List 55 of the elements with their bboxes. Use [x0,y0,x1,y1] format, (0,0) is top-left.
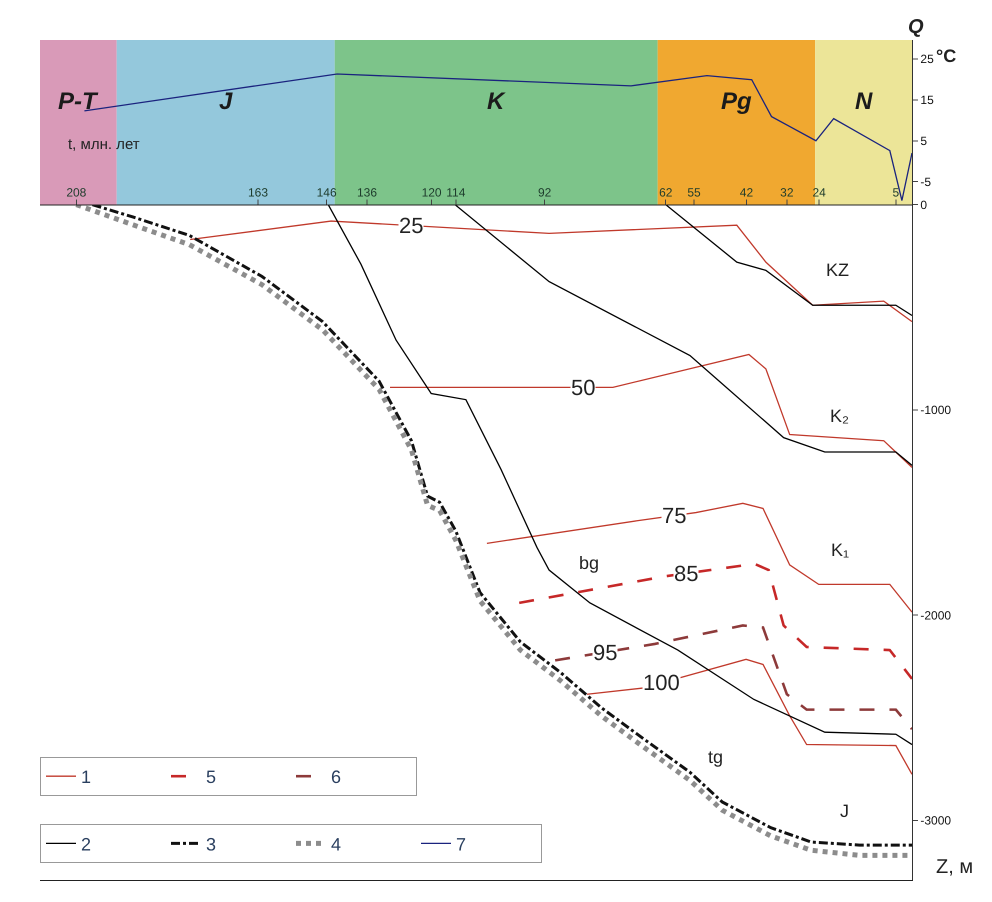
x-tick-label: 163 [248,186,268,200]
x-tick-label: 146 [316,186,337,200]
x-tick-label: 92 [538,186,552,200]
x-tick-label: 136 [356,186,378,200]
y-axis-title: °C [936,46,956,66]
x-tick-label: 208 [66,186,87,200]
legend-label: 4 [331,834,342,854]
band-label: P-T [58,88,99,115]
annotation: K₁ [831,540,850,560]
line-series [665,204,912,316]
band-label: Pg [721,88,752,115]
annotation: 50 [571,375,596,400]
annotation: 100 [643,670,680,695]
line-series [586,658,912,775]
band-label: K [487,88,506,115]
x-tick-label: 120 [422,186,442,200]
annotation: K₂ [830,406,850,426]
legend-label: 1 [81,767,92,788]
line-series [454,204,912,466]
band-label: N [855,88,873,115]
legend-label: 6 [331,767,342,788]
y-tick-label: -2000 [920,608,952,622]
annotation: bg [579,553,600,573]
line-series [328,204,912,746]
x-tick-label: 55 [687,186,701,200]
annotation: J [840,801,849,821]
y-axis-title: Z, м [936,856,974,878]
line-series [389,354,912,468]
legend-label: 5 [206,767,216,788]
annotation: 25 [399,213,424,238]
annotation: 75 [662,503,686,528]
y-tick-label: -1000 [920,403,952,418]
y-tick-label: -5 [920,174,932,189]
annotation: 85 [674,561,698,586]
legend-label: 3 [206,834,216,854]
x-tick-label: 32 [780,186,794,200]
annotation: KZ [826,260,850,280]
legend-label: 2 [81,834,92,854]
legend-label: 7 [456,834,466,854]
x-tick-label: 42 [740,186,754,200]
text: Q [908,16,924,38]
y-tick-label: 5 [920,134,928,148]
y-tick-label: -3000 [920,814,952,828]
y-tick-label: 15 [920,92,934,107]
annotation: 95 [593,640,618,665]
x-tick-label: 5 [892,186,900,200]
y-tick-label: 0 [920,198,928,212]
annotation: tg [708,747,724,767]
band-label: J [219,88,233,115]
line-series [486,502,912,613]
x-tick-label: 62 [659,186,673,200]
x-axis-title: t, млн. лет [68,136,140,153]
x-tick-label: 24 [812,186,826,200]
y-tick-label: 25 [920,52,934,66]
x-tick-label: 114 [446,186,466,200]
